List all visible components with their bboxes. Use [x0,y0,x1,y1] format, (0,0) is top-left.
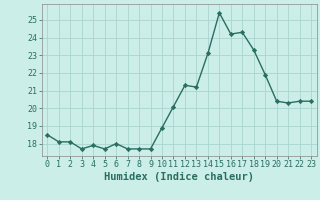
X-axis label: Humidex (Indice chaleur): Humidex (Indice chaleur) [104,172,254,182]
